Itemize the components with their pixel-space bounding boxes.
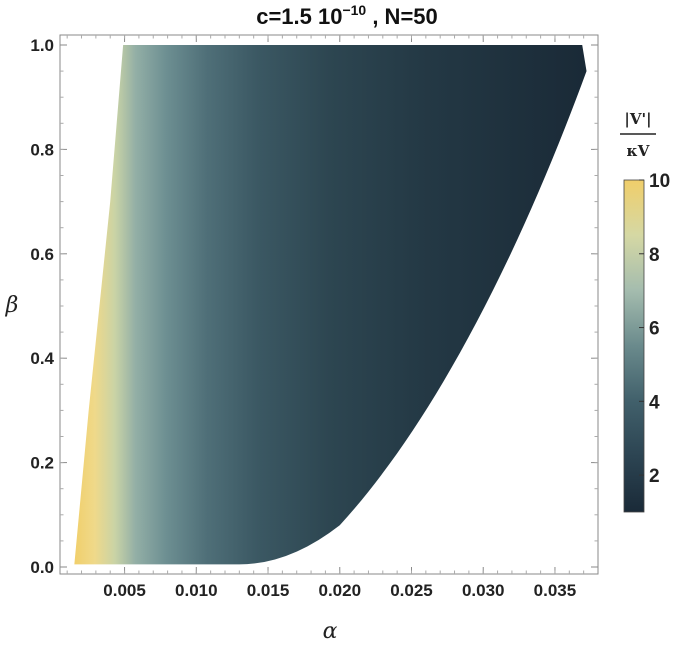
x-tick-label: 0.010 (175, 581, 218, 600)
colorbar-tick-label: 4 (649, 392, 660, 413)
colorbar-tick-label: 6 (649, 319, 660, 340)
chart-title: c=1.5 10−10 , N=50 (256, 2, 438, 29)
plot-area: 0.005 0.010 0.015 0.020 0.025 0.030 0.035 0.00… (30, 34, 599, 600)
x-axis-ticks: 0.005 0.010 0.015 0.020 0.025 0.030 0.035 (66, 35, 585, 600)
x-tick-label: 0.020 (318, 581, 361, 600)
colorbar-tick-label: 10 (649, 171, 670, 192)
y-tick-label: 0.0 (30, 558, 54, 577)
x-tick-label: 0.035 (534, 581, 577, 600)
x-tick-label: 0.030 (462, 581, 505, 600)
x-tick-label: 0.015 (247, 581, 290, 600)
colorbar-tick-label: 2 (649, 466, 660, 487)
y-axis-ticks: 0.0 0.2 0.4 0.6 0.8 1.0 (30, 36, 598, 577)
x-tick-label: 0.005 (103, 581, 146, 600)
colorbar-gradient (623, 179, 645, 513)
colorbar-tick-label: 8 (649, 245, 660, 266)
y-tick-label: 0.8 (30, 140, 54, 159)
data-region (74, 45, 587, 565)
colorbar-ticks: 2 4 6 8 10 (639, 171, 670, 487)
plot-frame (59, 34, 599, 575)
chart-title-exponent: −10 (342, 2, 366, 18)
colorbar-title-bottom: κV (627, 142, 650, 160)
colorbar-title-top: |V'| (624, 110, 651, 128)
x-axis-label: α (323, 619, 338, 644)
chart-title-main: c=1.5 10 (256, 4, 342, 29)
y-tick-label: 0.2 (30, 454, 54, 473)
y-axis-label: β (5, 293, 19, 318)
colorbar: |V'| κV 2 4 6 8 10 (620, 110, 670, 513)
chart-title-rest: , N=50 (366, 4, 438, 29)
x-tick-label: 0.025 (390, 581, 433, 600)
y-tick-label: 0.6 (30, 245, 54, 264)
y-tick-label: 1.0 (30, 36, 54, 55)
y-tick-label: 0.4 (30, 349, 54, 368)
